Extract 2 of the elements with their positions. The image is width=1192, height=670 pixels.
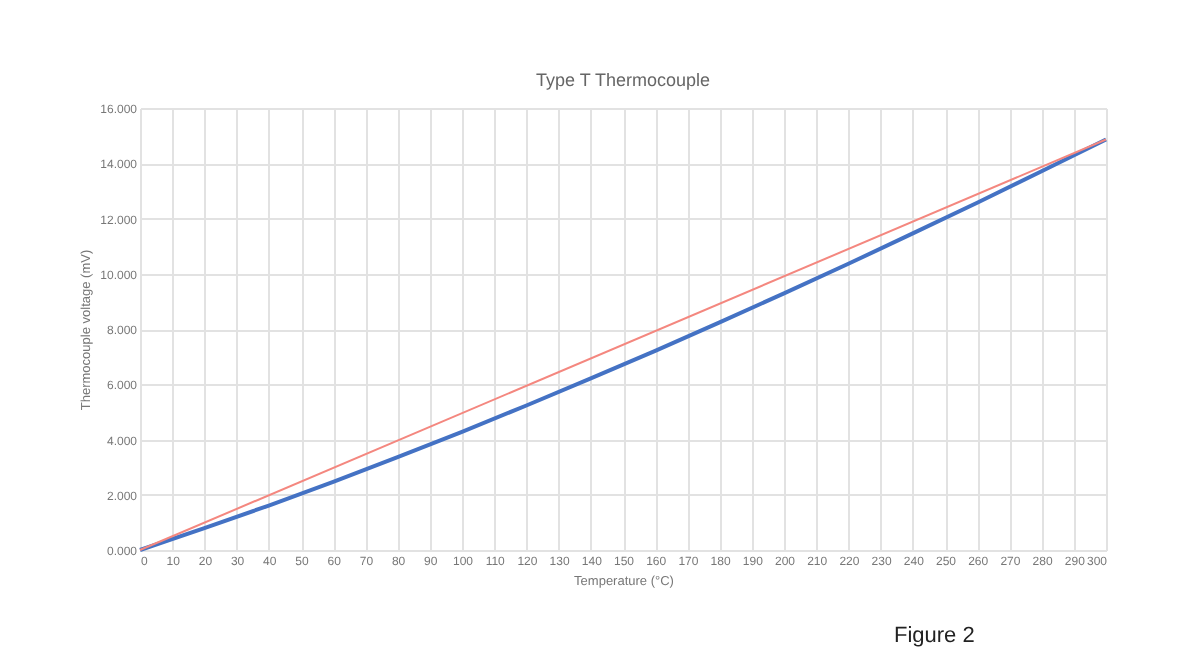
chart-title: Type T Thermocouple: [535, 70, 711, 90]
caption: Figure 2: [894, 624, 975, 648]
